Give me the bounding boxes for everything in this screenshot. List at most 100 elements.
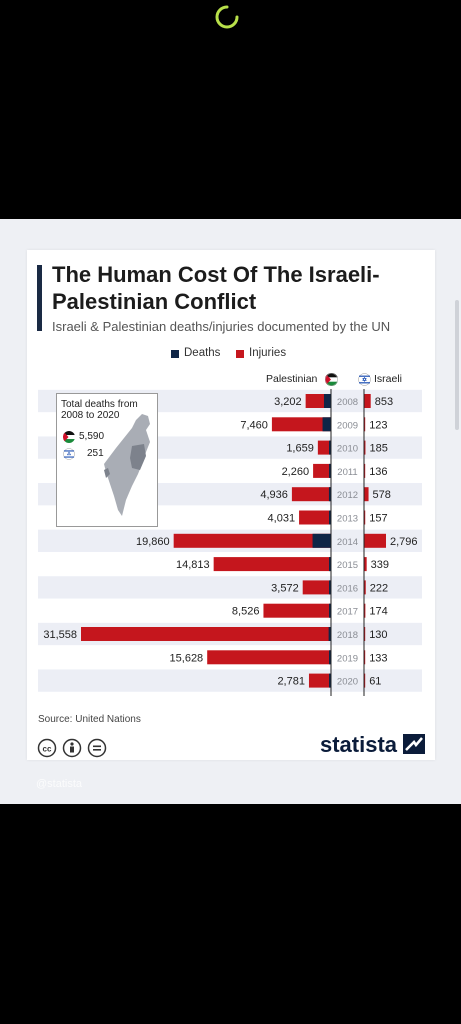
data-label-israeli: 578 [373, 489, 391, 501]
statista-wordmark: statista [320, 732, 398, 757]
year-tick-label: 2014 [337, 537, 358, 548]
bar-palestinian-deaths [328, 627, 331, 641]
scrollbar[interactable] [455, 300, 459, 430]
statista-brand[interactable]: statista [320, 732, 426, 758]
year-tick-label: 2019 [337, 653, 358, 664]
bar-israeli-injuries [364, 510, 366, 525]
year-tick-label: 2010 [337, 444, 358, 455]
bar-palestinian-injuries [302, 580, 331, 595]
attribution-icon[interactable] [62, 738, 82, 758]
watermark: @statista [36, 778, 83, 790]
israeli-flag-icon [63, 448, 75, 460]
data-label-israeli: 853 [375, 396, 393, 408]
bar-palestinian-injuries [271, 417, 331, 432]
year-tick-label: 2020 [337, 677, 358, 688]
bar-palestinian-deaths [322, 417, 331, 432]
bar-israeli-injuries [364, 394, 371, 408]
year-tick-label: 2013 [337, 514, 358, 525]
bar-palestinian-injuries [207, 650, 331, 665]
bar-israeli-injuries [364, 463, 366, 478]
bar-palestinian-injuries [263, 603, 331, 618]
bar-israeli-injuries [364, 580, 366, 595]
data-label-palestinian: 4,031 [268, 513, 296, 525]
data-label-israeli: 222 [370, 582, 388, 594]
chart-legend: Deaths Injuries [0, 347, 461, 361]
data-label-israeli: 2,796 [390, 536, 418, 548]
data-label-israeli: 174 [369, 606, 387, 618]
legend-injuries-label: Injuries [249, 347, 287, 359]
bar-palestinian-deaths [329, 580, 331, 595]
bar-palestinian-injuries [81, 627, 331, 641]
palestinian-column-header: Palestinian [266, 373, 318, 385]
year-tick-label: 2008 [337, 397, 358, 408]
palestinian-total-deaths: 5,590 [79, 431, 105, 442]
data-label-palestinian: 2,260 [282, 466, 310, 478]
bar-palestinian-deaths [329, 510, 331, 525]
year-tick-label: 2009 [337, 420, 358, 431]
data-label-israeli: 133 [369, 652, 387, 664]
bar-israeli-injuries [364, 533, 386, 548]
data-label-palestinian: 2,781 [277, 676, 305, 688]
year-tick-label: 2016 [337, 583, 358, 594]
svg-text:cc: cc [43, 745, 52, 754]
bar-palestinian-injuries [173, 533, 331, 548]
bar-palestinian-deaths [328, 487, 331, 502]
loading-spinner-icon [215, 5, 239, 29]
year-tick-label: 2017 [337, 607, 358, 618]
bar-israeli-injuries [364, 627, 366, 641]
inset-title: Total deaths from 2008 to 2020 [61, 399, 138, 421]
data-label-israeli: 157 [369, 513, 387, 525]
bar-palestinian-injuries [313, 463, 331, 478]
bar-palestinian-deaths [329, 557, 331, 572]
data-label-israeli: 123 [369, 419, 387, 431]
bar-israeli-injuries [364, 557, 367, 572]
data-label-israeli: 185 [369, 443, 387, 455]
bar-palestinian-injuries [317, 440, 331, 455]
data-label-israeli: 339 [371, 559, 389, 571]
bar-palestinian-deaths [329, 440, 331, 455]
data-label-palestinian: 15,628 [170, 652, 204, 664]
bar-israeli-injuries [364, 673, 366, 688]
palestinian-flag-icon [325, 373, 338, 386]
bar-palestinian-injuries [308, 673, 331, 688]
bar-israeli-injuries [364, 440, 366, 455]
data-label-palestinian: 8,526 [232, 606, 260, 618]
bar-palestinian-injuries [291, 487, 331, 502]
data-label-palestinian: 3,572 [271, 582, 299, 594]
data-label-israeli: 130 [369, 629, 387, 641]
year-tick-label: 2015 [337, 560, 358, 571]
bar-palestinian-deaths [329, 463, 331, 478]
data-label-israeli: 61 [369, 676, 381, 688]
legend-deaths-label: Deaths [184, 347, 221, 359]
year-tick-label: 2012 [337, 490, 358, 501]
bar-palestinian-deaths [329, 673, 331, 688]
year-tick-label: 2011 [337, 467, 357, 478]
bar-palestinian-injuries [299, 510, 331, 525]
title-accent-bar [37, 265, 42, 331]
bar-palestinian-deaths [323, 394, 331, 408]
israeli-column-header: Israeli [374, 373, 403, 385]
legend-injuries-swatch [236, 350, 244, 358]
chart-title: The Human Cost Of The Israeli-Palestinia… [52, 262, 380, 314]
bar-israeli-injuries [364, 487, 369, 502]
bar-palestinian-deaths [312, 533, 331, 548]
data-label-palestinian: 4,936 [260, 489, 288, 501]
data-label-palestinian: 31,558 [43, 629, 77, 641]
bar-palestinian-deaths [329, 603, 331, 618]
legend-deaths-swatch [171, 350, 179, 358]
statista-logo-icon [403, 734, 426, 754]
data-label-palestinian: 14,813 [176, 559, 210, 571]
bar-israeli-injuries [364, 417, 366, 432]
chart-subtitle: Israeli & Palestinian deaths/injuries do… [52, 319, 391, 334]
data-label-israeli: 136 [369, 466, 387, 478]
creative-commons-icon[interactable]: cc [37, 738, 57, 758]
bar-palestinian-deaths [329, 650, 331, 665]
data-label-palestinian: 19,860 [136, 536, 170, 548]
israeli-total-deaths: 251 [87, 448, 104, 459]
source-note: Source: United Nations [38, 714, 141, 725]
bar-palestinian-injuries [213, 557, 331, 572]
no-derivatives-icon[interactable] [87, 738, 107, 758]
year-tick-label: 2018 [337, 630, 358, 641]
data-label-palestinian: 7,460 [240, 419, 268, 431]
data-label-palestinian: 1,659 [286, 443, 314, 455]
